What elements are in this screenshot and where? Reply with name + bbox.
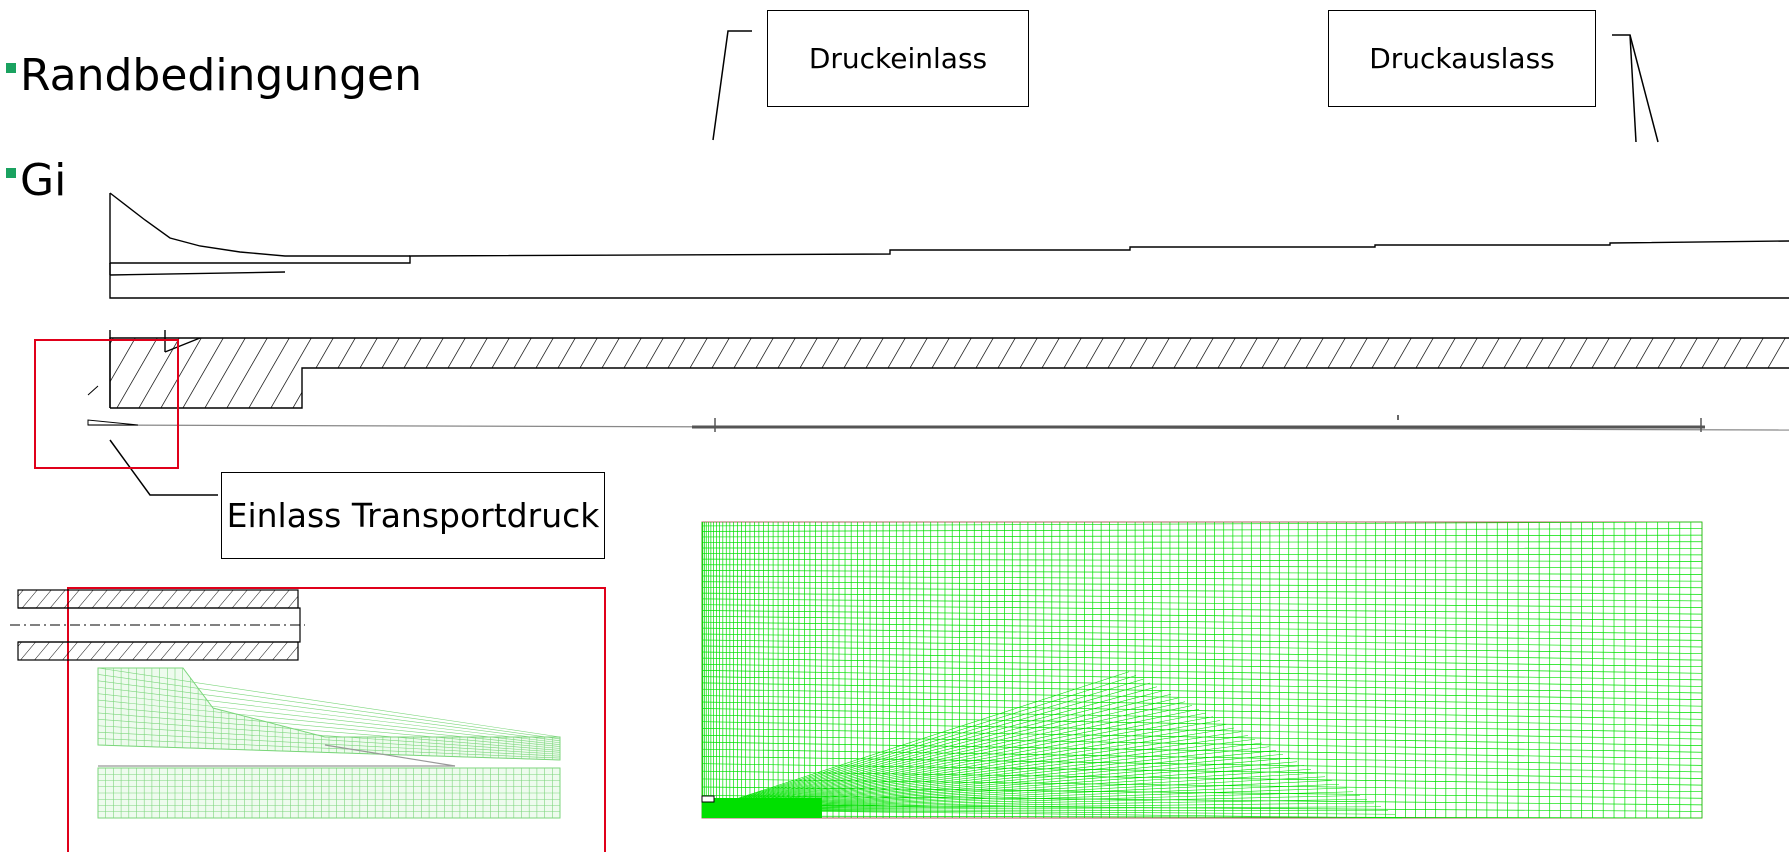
centerline: [88, 386, 1789, 432]
nozzle-inner-wedge: [110, 263, 1789, 298]
small-nozzle-sketch: [10, 590, 305, 660]
bullet-randbedingungen: Randbedingungen: [6, 54, 422, 98]
bullet-square-icon: [6, 168, 16, 178]
label-druckauslass: Druckauslass: [1328, 10, 1596, 107]
detail-mesh: [98, 668, 560, 818]
label-einlass-transportdruck: Einlass Transportdruck: [221, 472, 605, 559]
label-druckeinlass: Druckeinlass: [767, 10, 1029, 107]
bullet-square-icon: [6, 63, 16, 73]
nozzle-outer-contour: [110, 193, 1789, 263]
computational-mesh: [702, 522, 1702, 818]
nozzle-outlet-marker: [702, 796, 714, 802]
mesh-dense-region: [702, 798, 822, 818]
bullet-gitter: Gi: [6, 159, 86, 203]
hatched-wall-section: [110, 330, 1789, 408]
